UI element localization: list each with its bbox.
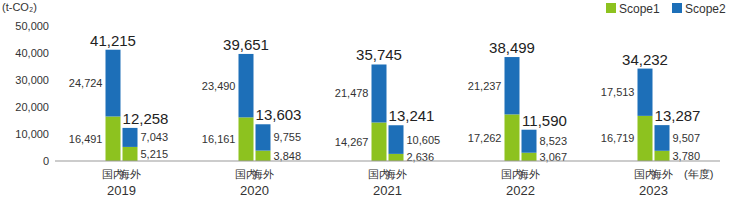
legend-swatch <box>606 3 616 13</box>
bar-segment <box>638 116 653 161</box>
group-label: 2021 <box>373 183 402 198</box>
x-tick-label: 海外 <box>252 168 274 180</box>
x-axis-label: (年度) <box>684 168 713 180</box>
data-labels: 16,491 24,724 41,215 5,215 7,043 12,258 16,161… <box>69 32 701 164</box>
legend-swatch <box>672 3 682 13</box>
total-label: 11,590 <box>522 112 567 129</box>
segment-label: 16,161 <box>202 133 236 145</box>
segment-label: 5,215 <box>141 148 169 160</box>
y-tick-label: 30,000 <box>15 74 49 86</box>
legend-label: Scope1 <box>619 2 660 16</box>
segment-label: 9,755 <box>274 131 302 143</box>
bar-segment <box>372 122 387 161</box>
total-label: 13,603 <box>256 106 302 123</box>
y-tick <box>52 80 55 81</box>
segment-label: 21,237 <box>468 80 502 92</box>
x-tick-label: 海外 <box>651 168 673 180</box>
segment-label: 17,262 <box>468 132 502 144</box>
bar-segment <box>522 153 537 161</box>
bars <box>106 50 670 161</box>
segment-label: 3,780 <box>673 150 701 162</box>
y-tick <box>52 107 55 108</box>
y-tick <box>52 53 55 54</box>
y-tick-label: 0 <box>43 155 49 167</box>
total-label: 13,287 <box>655 107 701 124</box>
y-tick <box>52 161 55 162</box>
group-label: 2023 <box>639 183 668 198</box>
y-tick-label: 20,000 <box>15 101 49 113</box>
x-tick-label: 海外 <box>385 168 407 180</box>
y-tick-label: 10,000 <box>15 128 49 140</box>
segment-label: 8,523 <box>540 135 568 147</box>
bar-segment <box>123 147 138 161</box>
bar-segment <box>256 151 271 161</box>
bar-segment <box>389 154 404 161</box>
total-label: 34,232 <box>622 51 668 68</box>
bar-segment <box>256 124 271 150</box>
bar-segment <box>106 116 121 161</box>
x-tick-label: 海外 <box>119 168 141 180</box>
y-tick <box>52 134 55 135</box>
bar-segment <box>655 125 670 151</box>
bar-segment <box>239 117 254 161</box>
group-label: 2022 <box>506 183 535 198</box>
y-tick-label: 50,000 <box>15 20 49 32</box>
segment-label: 17,513 <box>601 86 635 98</box>
group-label: 2019 <box>107 183 136 198</box>
segment-label: 10,605 <box>407 134 441 146</box>
segment-label: 16,719 <box>601 132 635 144</box>
segment-label: 16,491 <box>69 133 103 145</box>
legend-label: Scope2 <box>685 2 726 16</box>
total-label: 13,241 <box>389 107 435 124</box>
total-label: 38,499 <box>489 39 535 56</box>
group-label: 2020 <box>240 183 269 198</box>
x-axis-line <box>55 161 720 162</box>
segment-label: 3,848 <box>274 150 302 162</box>
total-label: 39,651 <box>223 36 269 53</box>
segment-label: 7,043 <box>141 131 169 143</box>
chart: (t-CO₂) 0 10,000 20,000 30,000 40,000 50,000 16… <box>0 0 736 200</box>
bar-segment <box>106 50 121 117</box>
segment-label: 23,490 <box>202 80 236 92</box>
segment-label: 2,636 <box>407 151 435 163</box>
bar-segment <box>372 64 387 122</box>
y-axis-label: (t-CO₂) <box>2 1 37 13</box>
total-label: 41,215 <box>90 32 136 49</box>
y-tick <box>52 26 55 27</box>
segment-label: 24,724 <box>69 77 103 89</box>
bar-segment <box>123 128 138 147</box>
bar-segment <box>522 130 537 153</box>
x-tick-label: 海外 <box>518 168 540 180</box>
bar-segment <box>505 57 520 114</box>
segment-label: 9,507 <box>673 132 701 144</box>
segment-label: 21,478 <box>335 87 369 99</box>
total-label: 12,258 <box>123 110 169 127</box>
bar-segment <box>389 125 404 154</box>
bar-segment <box>638 69 653 116</box>
y-tick-label: 40,000 <box>15 47 49 59</box>
bar-segment <box>505 114 520 161</box>
bar-segment <box>239 54 254 117</box>
segment-label: 14,267 <box>335 136 369 148</box>
bar-segment <box>655 151 670 161</box>
total-label: 35,745 <box>356 46 402 63</box>
